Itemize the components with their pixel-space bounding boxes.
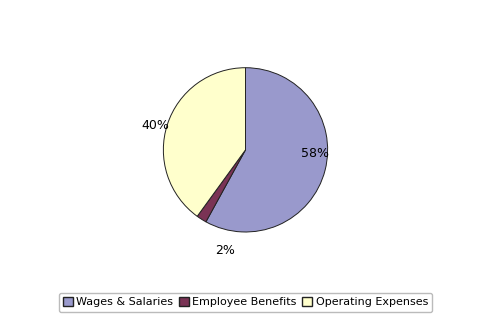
Text: 58%: 58% [301, 148, 329, 161]
Wedge shape [164, 68, 246, 216]
Text: 40%: 40% [141, 119, 169, 132]
Wedge shape [197, 150, 246, 222]
Legend: Wages & Salaries, Employee Benefits, Operating Expenses: Wages & Salaries, Employee Benefits, Ope… [58, 292, 433, 312]
Wedge shape [206, 68, 327, 232]
Text: 2%: 2% [215, 243, 235, 256]
